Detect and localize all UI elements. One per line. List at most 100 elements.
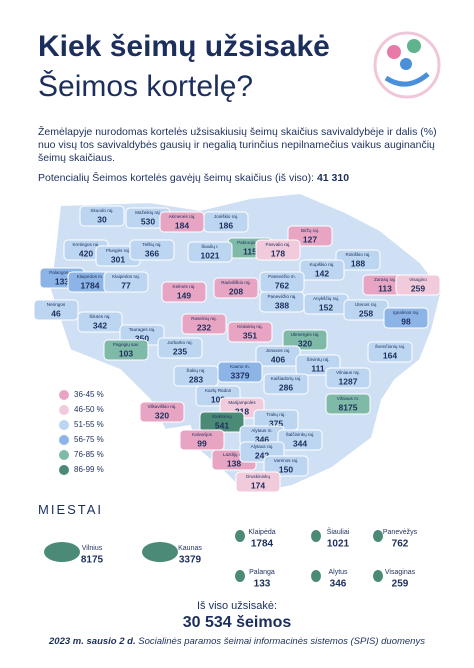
region bbox=[79, 205, 125, 227]
region bbox=[383, 307, 429, 329]
region bbox=[325, 367, 371, 389]
region-value: 46 bbox=[51, 308, 61, 318]
city-name: Šiauliai bbox=[327, 527, 350, 536]
region-name: Panevėžio raj. bbox=[267, 294, 296, 299]
region-name: Biržų raj. bbox=[301, 228, 319, 233]
region-name: Vilniaus raj. bbox=[336, 370, 360, 375]
legend-label: 51-55 % bbox=[74, 420, 104, 429]
region-value: 98 bbox=[401, 316, 411, 326]
region-value: 149 bbox=[177, 290, 191, 300]
region-name: Pagėgių sav. bbox=[113, 342, 139, 347]
region-value: 186 bbox=[219, 220, 233, 230]
legend-label: 46-50 % bbox=[74, 405, 104, 414]
intro-text: Žemėlapyje nurodomas kortelės užsisakius… bbox=[38, 126, 437, 164]
region-name: Raseinių raj. bbox=[191, 316, 217, 321]
region bbox=[213, 277, 259, 299]
potential-label: Potencialių Šeimos kortelės gavėjų šeimų… bbox=[38, 172, 315, 184]
logo bbox=[373, 31, 441, 99]
city-name: Kaunas bbox=[178, 545, 202, 552]
region-name: Kaišiadorių raj. bbox=[271, 376, 301, 381]
region bbox=[395, 274, 441, 296]
potential: Potencialių Šeimos kortelės gavėjų šeimų… bbox=[38, 172, 438, 184]
region bbox=[227, 321, 273, 343]
city-value: 8175 bbox=[81, 555, 104, 566]
region-name: Tauragės raj. bbox=[129, 327, 156, 332]
region-value: 1784 bbox=[81, 280, 100, 290]
region-value: 1287 bbox=[339, 376, 358, 386]
region-value: 346 bbox=[255, 434, 269, 444]
region-name: Pasvalio raj. bbox=[265, 242, 290, 247]
region bbox=[181, 313, 227, 335]
region-value: 420 bbox=[79, 248, 93, 258]
region-name: Kėdainių raj. bbox=[237, 324, 263, 329]
region-name: Druskininkų bbox=[246, 474, 270, 479]
region-name: Visagino bbox=[409, 277, 427, 282]
city-name: Panevėžys bbox=[383, 529, 418, 536]
region-name: Jurbarko raj. bbox=[167, 340, 193, 345]
region-name: Klaipėdos raj. bbox=[112, 274, 140, 279]
region-value: 188 bbox=[351, 258, 365, 268]
map: Skuodo raj.30 Mažeikių raj.530 Akmenės raj… bbox=[33, 191, 444, 494]
region-value: 150 bbox=[279, 464, 293, 474]
region-value: 30 bbox=[97, 214, 107, 224]
region bbox=[277, 429, 323, 451]
region-name: Kretingos raj. bbox=[72, 242, 99, 247]
legend-swatch bbox=[59, 420, 69, 430]
region bbox=[33, 299, 79, 321]
city-name: Visaginas bbox=[385, 569, 416, 576]
region-name: Utenos raj. bbox=[355, 302, 377, 307]
city-shape bbox=[311, 570, 321, 582]
note: 2023 m. sausio 2 d. Socialinės paramos š… bbox=[0, 636, 474, 647]
legend-swatch bbox=[59, 450, 69, 460]
region bbox=[263, 373, 309, 395]
region-value: 178 bbox=[271, 248, 285, 258]
legend-swatch bbox=[59, 405, 69, 415]
city-shape bbox=[373, 530, 383, 542]
region-value: 342 bbox=[93, 320, 107, 330]
city-shape bbox=[235, 530, 245, 542]
region bbox=[299, 259, 345, 281]
region-value: 286 bbox=[279, 382, 293, 392]
region-name: Telšių raj. bbox=[142, 242, 161, 247]
region bbox=[139, 401, 185, 423]
region-value: 541 bbox=[215, 420, 229, 430]
region-name: Skuodo raj. bbox=[90, 208, 113, 213]
region-value: 762 bbox=[275, 280, 289, 290]
region-value: 406 bbox=[271, 354, 285, 364]
region-value: 301 bbox=[111, 254, 125, 264]
logo-dot bbox=[400, 58, 412, 70]
region-value: 366 bbox=[145, 248, 159, 258]
region-name: Klaipėdos m. bbox=[77, 274, 104, 279]
city-value: 346 bbox=[330, 579, 347, 590]
region-name: Ignalinos raj. bbox=[393, 310, 419, 315]
region-name: Trakų raj. bbox=[266, 412, 285, 417]
legend-swatch bbox=[59, 435, 69, 445]
region-value: 283 bbox=[189, 374, 203, 384]
region-name: Radviliškio raj. bbox=[221, 280, 251, 285]
region bbox=[187, 241, 233, 263]
region bbox=[203, 211, 249, 233]
region-value: 164 bbox=[383, 350, 397, 360]
region-value: 103 bbox=[119, 348, 133, 358]
region-value: 111 bbox=[311, 363, 325, 373]
city-shape bbox=[44, 542, 80, 562]
region-value: 530 bbox=[141, 216, 155, 226]
region-value: 1021 bbox=[201, 250, 220, 260]
region-name: Kazlų Rūdos bbox=[205, 388, 232, 393]
region-value: 133 bbox=[55, 276, 69, 286]
note-text: Socialinės paramos šeimai informacinės s… bbox=[138, 636, 425, 647]
legend-label: 36-45 % bbox=[74, 390, 104, 399]
region bbox=[255, 239, 301, 261]
region-value: 344 bbox=[293, 438, 307, 448]
region-value: 242 bbox=[255, 450, 269, 460]
note-date: 2023 m. sausio 2 d. bbox=[49, 636, 136, 647]
region-name: Šakių raj. bbox=[186, 367, 205, 373]
logo-dot bbox=[387, 45, 401, 59]
city-name: Klaipėda bbox=[248, 529, 275, 536]
logo-ring bbox=[373, 31, 441, 99]
region-name: Varėnos raj. bbox=[274, 458, 298, 463]
region-value: 208 bbox=[229, 286, 243, 296]
region-name: Mažeikių raj. bbox=[135, 210, 161, 215]
region-value: 235 bbox=[173, 346, 187, 356]
